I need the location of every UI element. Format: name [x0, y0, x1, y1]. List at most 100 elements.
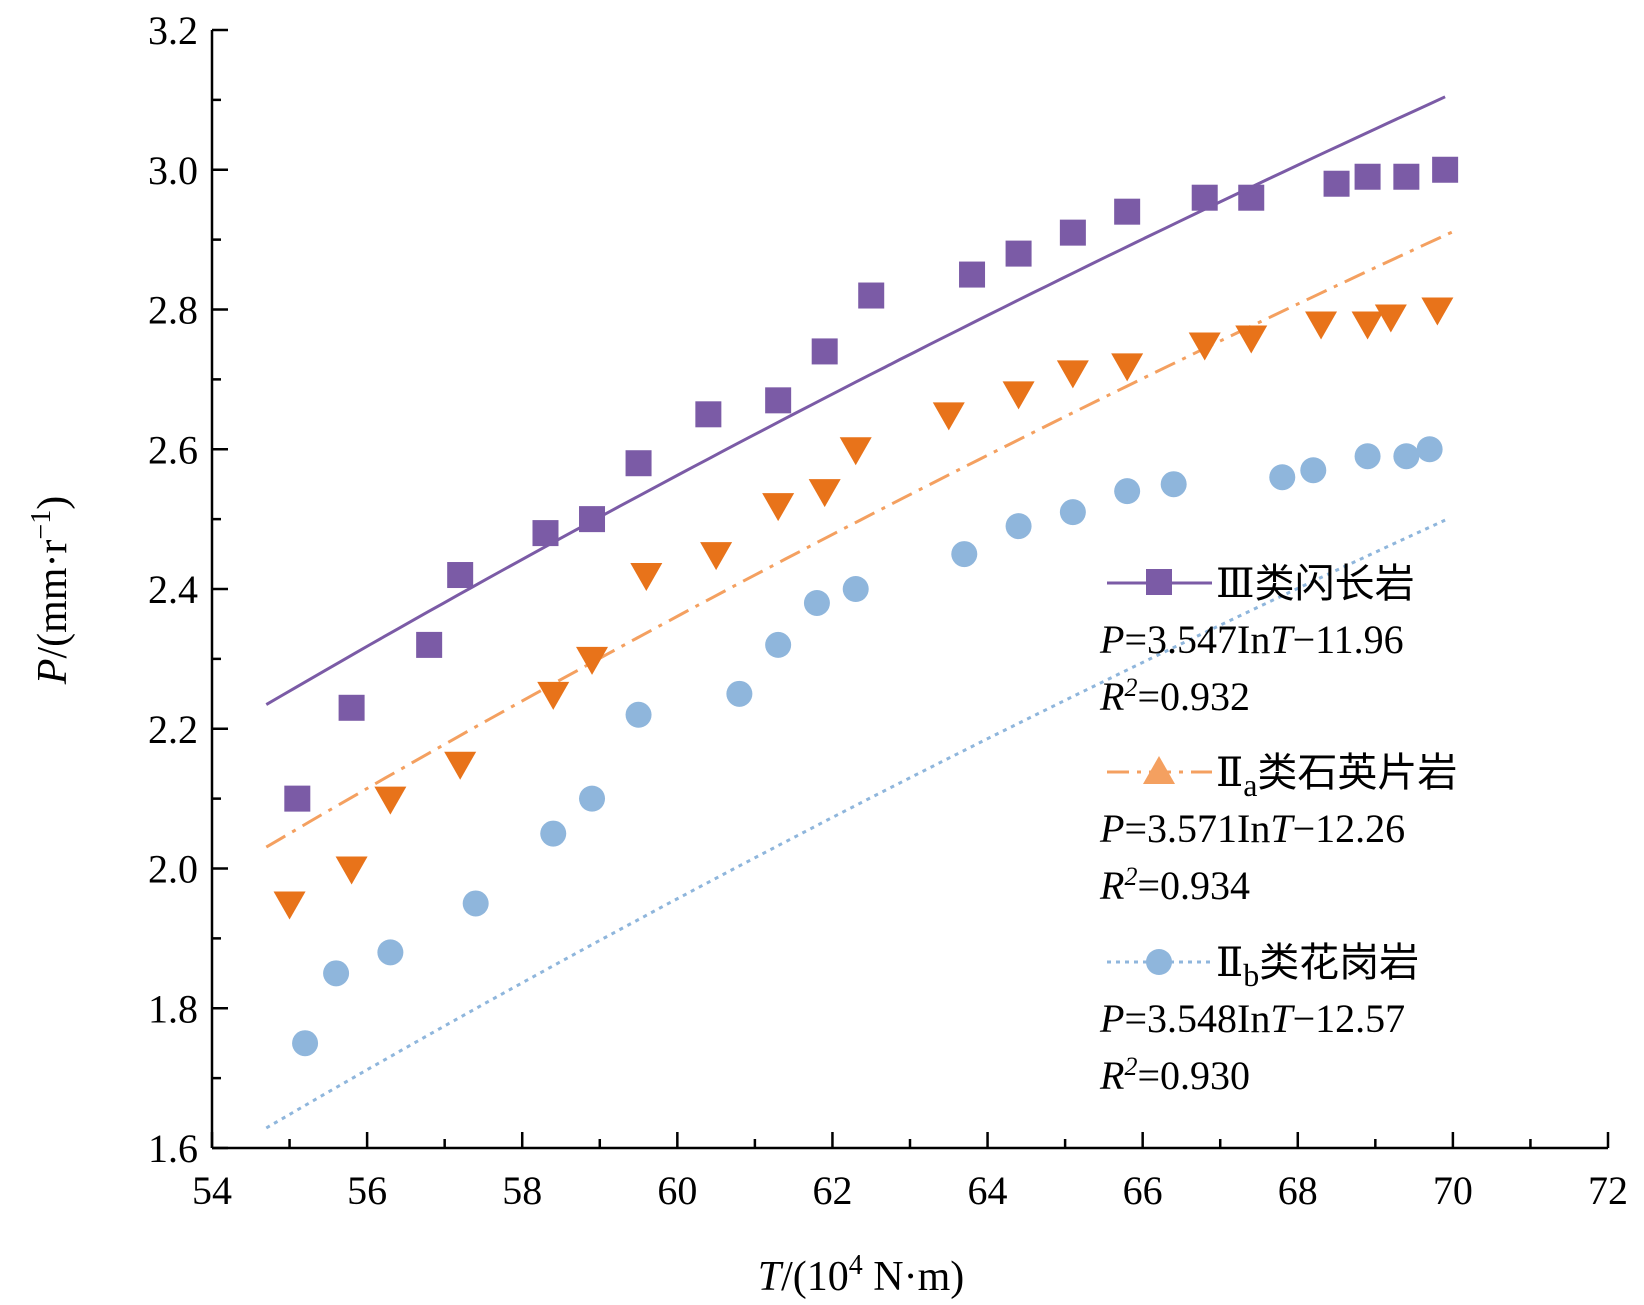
- data-point-triangle: [1305, 311, 1338, 340]
- y-tick-label: 2.2: [148, 707, 198, 752]
- x-tick-label: 62: [812, 1168, 852, 1213]
- x-tick-label: 60: [657, 1168, 697, 1213]
- data-point-triangle: [762, 493, 795, 522]
- y-tick-label: 2.8: [148, 288, 198, 333]
- legend-marker-square: [1146, 569, 1172, 595]
- legend-r2-diorite: R2=0.932: [1099, 673, 1250, 719]
- x-tick-label: 58: [502, 1168, 542, 1213]
- data-point-circle: [462, 890, 489, 917]
- y-tick-label: 3.2: [148, 8, 198, 53]
- data-point-square: [1059, 219, 1086, 246]
- data-point-circle: [1354, 443, 1381, 470]
- data-point-triangle: [374, 786, 407, 815]
- legend-marker-circle: [1146, 949, 1172, 975]
- data-point-triangle: [1351, 311, 1384, 340]
- data-point-triangle: [1374, 304, 1407, 333]
- y-tick-label: 2.6: [148, 427, 198, 472]
- legend-r2-quartz-schist: R2=0.934: [1099, 862, 1250, 908]
- data-point-circle: [803, 589, 830, 616]
- data-point-circle: [951, 541, 978, 568]
- y-tick-label: 2.0: [148, 847, 198, 892]
- data-point-circle: [1160, 471, 1187, 498]
- data-point-circle: [1269, 464, 1296, 491]
- y-tick-label: 2.4: [148, 567, 198, 612]
- legend: Ⅲ类闪长岩 P=3.547InT−11.96 R2=0.932 Ⅱa类石英片岩 …: [1099, 561, 1457, 1098]
- data-point-triangle: [700, 542, 733, 571]
- data-point-triangle: [1188, 332, 1221, 361]
- data-point-circle: [1005, 513, 1032, 540]
- data-point-triangle: [839, 437, 872, 466]
- data-point-square: [959, 261, 986, 288]
- x-tick-label: 68: [1278, 1168, 1318, 1213]
- x-tick-label: 54: [192, 1168, 232, 1213]
- fit-line-series-2: [265, 230, 1454, 849]
- data-point-square: [532, 520, 559, 547]
- data-point-circle: [726, 680, 753, 707]
- x-tick-label: 72: [1588, 1168, 1628, 1213]
- data-point-triangle: [273, 891, 306, 920]
- data-point-square: [1323, 170, 1350, 197]
- x-tick-label: 66: [1123, 1168, 1163, 1213]
- data-points: [273, 156, 1459, 1057]
- data-point-square: [765, 387, 792, 414]
- data-point-triangle: [1235, 325, 1268, 354]
- legend-r2-granite: R2=0.930: [1099, 1052, 1250, 1098]
- x-tick-label: 70: [1433, 1168, 1473, 1213]
- data-point-square: [1114, 198, 1141, 225]
- data-point-square: [579, 506, 606, 533]
- data-point-circle: [1393, 443, 1420, 470]
- data-point-triangle: [932, 402, 965, 431]
- data-point-square: [625, 450, 652, 477]
- y-tick-label: 1.8: [148, 986, 198, 1031]
- data-point-circle: [1416, 436, 1443, 463]
- axes: 54 56 58 60 62 64 66 68 70 72 1.6 1.8 2.0 2.2 2.4 2.6 2.…: [148, 8, 1628, 1213]
- x-tick-label: 64: [968, 1168, 1008, 1213]
- legend-label-quartz-schist: Ⅱa类石英片岩: [1216, 750, 1457, 803]
- data-point-circle: [377, 939, 404, 966]
- x-axis-title: T/(104 N·m): [758, 1250, 965, 1300]
- data-point-circle: [1300, 457, 1327, 484]
- data-point-square: [1393, 163, 1420, 190]
- data-point-square: [695, 401, 722, 428]
- y-tick-label: 3.0: [148, 148, 198, 193]
- data-point-square: [284, 785, 311, 812]
- data-point-square: [858, 282, 885, 309]
- data-point-square: [447, 562, 474, 589]
- x-tick-label: 56: [347, 1168, 387, 1213]
- y-tick-label: 1.6: [148, 1126, 198, 1171]
- legend-entry-quartz-schist: Ⅱa类石英片岩 P=3.571InT−12.26 R2=0.934: [1099, 750, 1457, 908]
- data-point-square: [416, 631, 443, 658]
- data-point-square: [338, 694, 365, 721]
- data-point-circle: [579, 785, 606, 812]
- data-point-square: [1432, 156, 1459, 183]
- data-point-square: [1005, 240, 1032, 267]
- data-point-circle: [1114, 478, 1141, 505]
- data-point-triangle: [630, 563, 663, 592]
- data-point-triangle: [444, 751, 477, 780]
- data-point-triangle: [808, 479, 841, 508]
- legend-label-granite: Ⅱb类花岗岩: [1216, 940, 1419, 993]
- data-point-triangle: [1002, 381, 1035, 410]
- legend-equation-granite: P=3.548InT−12.57: [1099, 996, 1405, 1041]
- data-point-circle: [842, 576, 869, 602]
- legend-equation-diorite: P=3.547InT−11.96: [1099, 617, 1404, 662]
- data-point-circle: [323, 960, 350, 987]
- data-point-triangle: [1421, 297, 1454, 326]
- data-point-circle: [625, 701, 652, 728]
- y-axis-title: P/(mm·r−1): [26, 496, 76, 685]
- data-point-circle: [292, 1030, 319, 1057]
- legend-entry-diorite: Ⅲ类闪长岩 P=3.547InT−11.96 R2=0.932: [1099, 561, 1415, 719]
- legend-equation-quartz-schist: P=3.571InT−12.26: [1099, 806, 1405, 851]
- data-point-triangle: [1111, 353, 1144, 382]
- legend-label-diorite: Ⅲ类闪长岩: [1216, 561, 1415, 606]
- data-point-square: [1238, 184, 1265, 211]
- fit-line-series-1: [265, 95, 1446, 706]
- legend-marker-triangle: [1143, 756, 1175, 784]
- fit-line-series-3: [265, 518, 1446, 1130]
- data-point-circle: [1059, 499, 1086, 526]
- data-point-triangle: [537, 681, 570, 710]
- data-point-triangle: [576, 646, 609, 675]
- data-point-square: [1354, 163, 1381, 190]
- data-point-circle: [765, 631, 792, 658]
